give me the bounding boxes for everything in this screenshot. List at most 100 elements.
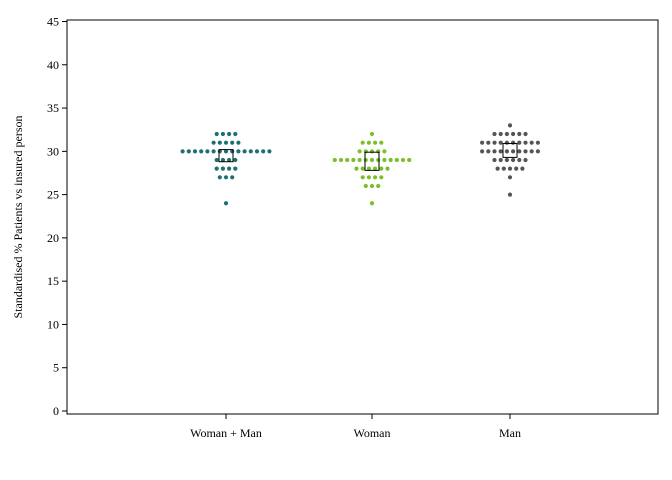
data-point (261, 149, 266, 154)
data-point (523, 140, 528, 145)
data-point (373, 175, 378, 180)
data-point (517, 140, 522, 145)
data-point (492, 131, 497, 137)
data-point (520, 166, 525, 171)
data-point (230, 175, 235, 180)
data-point (242, 149, 247, 154)
data-point (357, 157, 362, 163)
data-point (507, 175, 513, 180)
data-point (498, 149, 503, 154)
data-point (227, 166, 232, 171)
data-point (495, 166, 500, 171)
data-point (214, 131, 219, 137)
y-tick-label: 35 (47, 101, 59, 115)
data-point (223, 149, 229, 154)
data-point (354, 166, 359, 171)
data-point (214, 166, 219, 171)
data-point (223, 175, 229, 180)
data-point (523, 157, 528, 163)
data-point (223, 201, 229, 206)
data-point (535, 149, 541, 154)
data-point (517, 149, 522, 154)
data-point (217, 175, 222, 180)
data-point (220, 131, 225, 137)
data-point (351, 157, 356, 163)
data-point (192, 149, 198, 154)
data-point (507, 166, 513, 171)
data-point (227, 157, 232, 163)
data-point (480, 149, 485, 154)
data-point (211, 149, 216, 154)
data-point (332, 157, 337, 163)
data-point (363, 183, 368, 189)
data-point (504, 140, 509, 145)
plot-frame (66, 19, 659, 415)
data-point (220, 157, 225, 163)
data-point (369, 201, 375, 206)
data-point (345, 157, 350, 163)
data-point (248, 149, 253, 154)
data-point (369, 149, 375, 154)
data-point (363, 157, 368, 163)
data-point (379, 140, 384, 145)
data-point (254, 149, 260, 154)
data-point (230, 140, 235, 145)
data-point (501, 166, 506, 171)
data-point (223, 140, 229, 145)
data-point (507, 192, 513, 197)
y-tick-label: 0 (53, 404, 59, 418)
data-point (214, 157, 219, 163)
data-point (388, 157, 393, 163)
iqr-box (502, 143, 518, 158)
data-point (227, 131, 232, 137)
data-point (233, 131, 238, 137)
data-point (514, 166, 519, 171)
data-point (382, 157, 387, 163)
y-tick-label: 40 (47, 58, 59, 72)
data-point (267, 149, 272, 154)
data-point (504, 149, 509, 154)
data-point (338, 157, 344, 163)
x-tick-label: Woman + Man (190, 426, 262, 440)
data-point (498, 131, 503, 137)
y-tick-label: 15 (47, 274, 59, 288)
data-point (517, 157, 522, 163)
data-point (220, 166, 225, 171)
data-point (369, 131, 375, 137)
x-tick-label: Woman (353, 426, 390, 440)
data-point (510, 131, 516, 137)
data-point (186, 149, 191, 154)
data-point (376, 183, 381, 189)
data-point (236, 149, 241, 154)
data-point (523, 131, 528, 137)
data-point (376, 157, 381, 163)
data-point (360, 140, 365, 145)
data-point (507, 123, 513, 128)
data-point (382, 149, 387, 154)
data-point (510, 157, 516, 163)
data-point (376, 149, 381, 154)
data-point (233, 166, 238, 171)
data-point (366, 140, 371, 145)
data-point (400, 157, 406, 163)
y-tick-label: 5 (53, 361, 59, 375)
y-axis-title: Standardised % Patients vs insured perso… (11, 116, 25, 319)
data-point (529, 149, 534, 154)
x-axis: Woman + Man Woman Man (190, 414, 521, 440)
data-point (366, 166, 371, 171)
dot-series-group (180, 123, 541, 206)
y-axis: 0 5 10 15 20 25 30 35 40 45 (47, 15, 67, 418)
data-point (492, 140, 497, 145)
data-point (379, 166, 384, 171)
y-tick-label: 45 (47, 15, 59, 29)
box-group (218, 143, 518, 171)
data-point (486, 149, 491, 154)
iqr-box (218, 149, 234, 163)
data-point (510, 140, 516, 145)
data-point (360, 166, 365, 171)
data-point (373, 166, 378, 171)
data-point (486, 140, 491, 145)
data-point (492, 157, 497, 163)
data-point (233, 157, 238, 163)
